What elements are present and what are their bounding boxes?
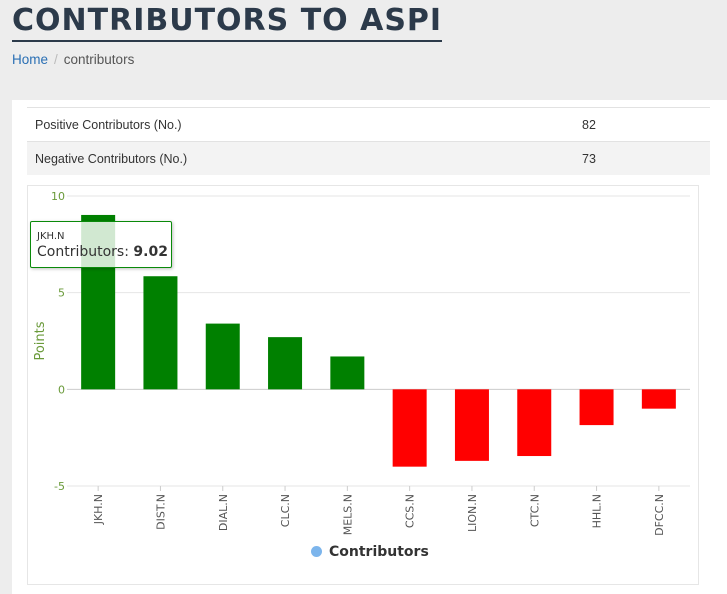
bar-dial-n <box>205 323 240 390</box>
contributors-panel: Positive Contributors (No.) 82 Negative … <box>12 100 727 594</box>
chart-tooltip: JKH.N Contributors: 9.02 <box>30 221 172 268</box>
x-tick-label: CCS.N <box>404 494 417 528</box>
bar-dfcc-n <box>641 389 676 409</box>
contributors-stats-table: Positive Contributors (No.) 82 Negative … <box>27 107 710 175</box>
x-tick-label: CLC.N <box>279 494 292 527</box>
breadcrumb-current: contributors <box>63 52 135 67</box>
stats-row-positive: Positive Contributors (No.) 82 <box>27 107 710 142</box>
bar-hhl-n <box>579 389 614 426</box>
x-tick-label: DFCC.N <box>653 494 666 536</box>
y-tick-label: -5 <box>54 480 65 493</box>
stats-row-negative: Negative Contributors (No.) 73 <box>27 141 710 175</box>
bar-clc-n <box>268 337 303 390</box>
stats-value: 73 <box>574 141 710 175</box>
bar-dist-n <box>143 276 178 390</box>
y-tick-label: 10 <box>51 190 65 203</box>
x-tick-label: MELS.N <box>341 494 354 535</box>
bar-ctc-n <box>517 389 552 457</box>
legend-marker-icon <box>311 546 322 557</box>
x-tick-label: DIST.N <box>154 494 167 530</box>
tooltip-value: 9.02 <box>133 244 168 260</box>
y-axis-title: Points <box>33 321 48 360</box>
stats-label: Positive Contributors (No.) <box>27 107 574 142</box>
breadcrumb-separator: / <box>54 52 58 67</box>
stats-value: 82 <box>574 107 710 142</box>
tooltip-line: Contributors: 9.02 <box>37 244 168 260</box>
chart-svg: 10 5 0 -5 Points JKH.N DIST.N DIAL.N CLC.N MELS.N… <box>33 190 690 536</box>
breadcrumb: Home / contributors <box>12 52 134 67</box>
page-title: CONTRIBUTORS TO ASPI <box>12 4 443 42</box>
chart-legend-item[interactable]: Contributors <box>311 544 429 560</box>
x-tick-label: DIAL.N <box>217 494 230 531</box>
x-tick-label: LION.N <box>466 494 479 532</box>
x-tick-label: HHL.N <box>591 494 604 528</box>
bar-lion-n <box>454 389 489 461</box>
x-tick-label: JKH.N <box>92 494 105 525</box>
tooltip-category: JKH.N <box>37 231 65 242</box>
legend-label: Contributors <box>329 544 429 560</box>
y-tick-label: 5 <box>58 287 65 300</box>
bar-ccs-n <box>392 389 427 467</box>
x-tick-label: CTC.N <box>528 494 541 527</box>
y-tick-label: 0 <box>58 383 65 396</box>
contributors-chart: 10 5 0 -5 Points JKH.N DIST.N DIAL.N CLC.N MELS.N… <box>27 185 699 585</box>
stats-label: Negative Contributors (No.) <box>27 141 574 175</box>
tooltip-series-label: Contributors: <box>37 244 129 260</box>
bar-mels-n <box>330 356 365 390</box>
breadcrumb-home-link[interactable]: Home <box>12 52 49 67</box>
